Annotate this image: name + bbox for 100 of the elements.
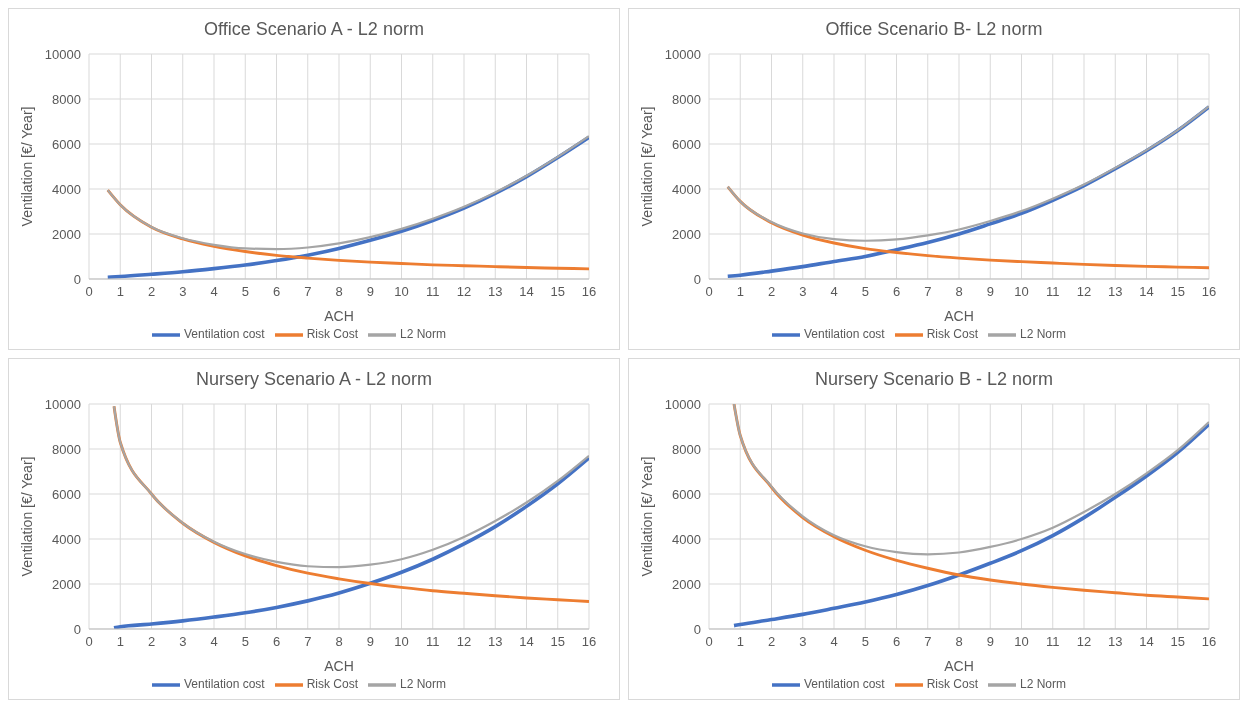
y-tick-label: 2000 <box>672 226 701 242</box>
y-tick-label: 6000 <box>52 136 81 152</box>
x-tick-label: 6 <box>892 284 901 300</box>
x-tick-label: 9 <box>366 284 374 300</box>
y-tick-label: 2000 <box>672 576 701 592</box>
line-series <box>112 456 589 629</box>
y-axis-title: Ventilation [€/ Year] <box>18 106 35 227</box>
legend-label: Risk Cost <box>926 327 979 342</box>
x-tick-label: 14 <box>519 284 534 300</box>
y-tick-label: 0 <box>73 271 81 287</box>
x-tick-label: 5 <box>241 634 249 650</box>
x-tick-label: 14 <box>1139 284 1154 300</box>
x-tick-label: 13 <box>488 634 503 650</box>
x-tick-label: 4 <box>830 284 838 300</box>
x-tick-label: 6 <box>272 284 281 300</box>
x-tick-label: 10 <box>394 284 409 300</box>
y-tick-label: 10000 <box>664 46 701 62</box>
legend-label: L2 Norm <box>1020 327 1067 342</box>
x-tick-label: 1 <box>736 284 744 300</box>
y-tick-label: 10000 <box>44 46 81 62</box>
y-tick-label: 0 <box>693 271 701 287</box>
legend-label: L2 Norm <box>400 677 447 692</box>
chart-title: Nursery Scenario A - L2 norm <box>195 369 433 389</box>
x-tick-label: 9 <box>986 284 994 300</box>
y-axis-title: Ventilation [€/ Year] <box>638 456 655 577</box>
y-tick-label: 0 <box>73 621 81 637</box>
line-series <box>112 405 589 569</box>
y-tick-label: 2000 <box>52 226 81 242</box>
x-tick-label: 2 <box>767 634 776 650</box>
x-tick-label: 8 <box>335 634 343 650</box>
x-tick-label: 15 <box>1170 284 1185 300</box>
x-tick-label: 13 <box>488 284 503 300</box>
x-tick-label: 0 <box>85 634 93 650</box>
x-tick-label: 8 <box>955 634 963 650</box>
x-tick-label: 2 <box>767 284 776 300</box>
y-tick-label: 0 <box>693 621 701 637</box>
x-axis-title: ACH <box>324 308 354 324</box>
line-series <box>732 404 1209 556</box>
x-tick-label: 16 <box>1201 284 1217 300</box>
x-tick-label: 4 <box>830 634 838 650</box>
legend-label: Ventilation cost <box>183 327 265 342</box>
x-tick-label: 5 <box>861 634 869 650</box>
x-tick-label: 4 <box>210 284 218 300</box>
y-tick-label: 4000 <box>52 181 81 197</box>
line-series <box>726 105 1209 242</box>
y-tick-label: 8000 <box>672 441 701 457</box>
x-axis-title: ACH <box>944 308 974 324</box>
chart-title: Nursery Scenario B - L2 norm <box>814 369 1054 389</box>
x-tick-label: 1 <box>116 284 124 300</box>
x-tick-label: 4 <box>210 634 218 650</box>
y-tick-label: 4000 <box>672 531 701 547</box>
x-tick-label: 15 <box>1170 634 1185 650</box>
line-series <box>732 422 1209 628</box>
legend-label: Risk Cost <box>306 677 359 692</box>
x-axis-title: ACH <box>324 658 354 674</box>
y-tick-label: 8000 <box>672 91 701 107</box>
y-axis-title: Ventilation [€/ Year] <box>18 456 35 577</box>
x-tick-label: 3 <box>799 284 807 300</box>
x-tick-label: 2 <box>147 284 156 300</box>
y-tick-label: 4000 <box>52 531 81 547</box>
x-tick-label: 15 <box>550 634 565 650</box>
x-tick-label: 9 <box>986 634 994 650</box>
x-tick-label: 13 <box>1108 634 1123 650</box>
x-tick-label: 11 <box>426 634 440 650</box>
y-tick-label: 10000 <box>44 396 81 412</box>
y-tick-label: 2000 <box>52 576 81 592</box>
y-tick-label: 8000 <box>52 91 81 107</box>
x-tick-label: 7 <box>924 284 932 300</box>
legend-label: L2 Norm <box>400 327 447 342</box>
x-tick-label: 5 <box>861 284 869 300</box>
x-tick-label: 16 <box>581 284 597 300</box>
x-tick-label: 15 <box>550 284 565 300</box>
x-tick-label: 3 <box>799 634 807 650</box>
legend-label: Ventilation cost <box>183 677 265 692</box>
x-tick-label: 10 <box>394 634 409 650</box>
x-tick-label: 1 <box>736 634 744 650</box>
x-tick-label: 1 <box>116 634 124 650</box>
x-tick-label: 0 <box>705 284 713 300</box>
x-tick-label: 0 <box>85 284 93 300</box>
x-tick-label: 11 <box>1046 634 1060 650</box>
legend-label: Ventilation cost <box>803 677 885 692</box>
x-tick-label: 7 <box>304 284 312 300</box>
y-tick-label: 10000 <box>664 396 701 412</box>
chart-title: Office Scenario A - L2 norm <box>204 19 424 39</box>
x-tick-label: 13 <box>1108 284 1123 300</box>
legend-label: Risk Cost <box>926 677 979 692</box>
x-tick-label: 12 <box>456 284 472 300</box>
x-tick-label: 10 <box>1014 634 1029 650</box>
x-tick-label: 12 <box>1076 284 1092 300</box>
x-tick-label: 11 <box>426 284 440 300</box>
x-tick-label: 12 <box>1076 634 1092 650</box>
legend-label: Ventilation cost <box>803 327 885 342</box>
x-tick-label: 8 <box>955 284 963 300</box>
x-tick-label: 12 <box>456 634 472 650</box>
x-tick-label: 2 <box>147 634 156 650</box>
x-tick-label: 9 <box>366 634 374 650</box>
x-tick-label: 0 <box>705 634 713 650</box>
x-tick-label: 7 <box>924 634 932 650</box>
x-tick-label: 3 <box>179 634 187 650</box>
x-tick-label: 14 <box>1139 634 1154 650</box>
